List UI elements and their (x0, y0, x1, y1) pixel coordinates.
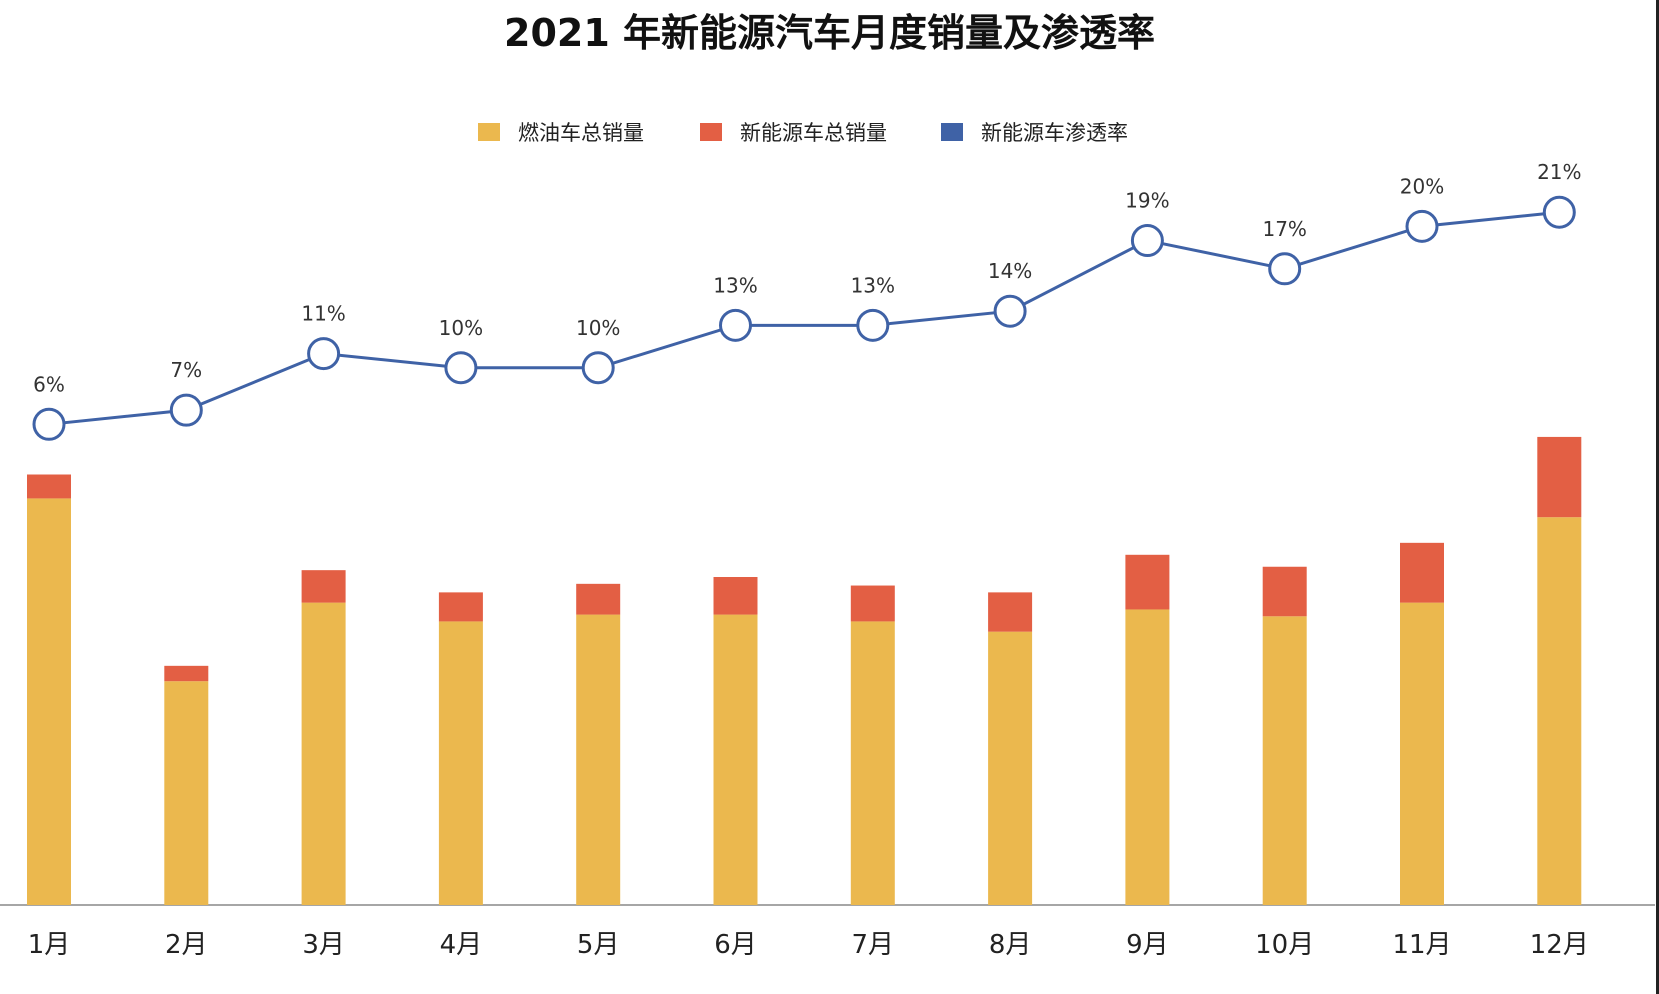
x-tick-label: 12月 (1530, 930, 1589, 960)
x-tick-label: 10月 (1255, 930, 1314, 960)
penetration-point (444, 351, 478, 385)
bar-ice (713, 614, 758, 905)
bar-nev (850, 585, 895, 622)
x-tick-label: 4月 (440, 930, 483, 960)
x-tick-label: 2月 (165, 930, 208, 960)
penetration-point (581, 351, 615, 385)
x-tick-label: 11月 (1392, 930, 1451, 960)
penetration-data-label: 20% (1400, 174, 1444, 198)
x-tick-label: 7月 (852, 930, 895, 960)
bar-nev (27, 474, 71, 499)
bar-nev (1537, 436, 1582, 518)
bar-ice (1125, 609, 1170, 905)
penetration-data-label: 7% (170, 358, 202, 382)
legend-item-nev: 新能源车总销量 (700, 112, 887, 152)
bar-nev (713, 577, 758, 615)
x-tick-label: 1月 (28, 930, 71, 960)
bar-ice (850, 621, 895, 905)
bar-nev (1262, 566, 1307, 617)
penetration-point (169, 393, 203, 427)
x-tick-label: 8月 (989, 930, 1032, 960)
penetration-data-label: 11% (301, 302, 345, 326)
bar-ice (301, 602, 346, 905)
bar-ice (576, 614, 621, 905)
penetration-data-label: 14% (988, 259, 1032, 283)
legend: 燃油车总销量 新能源车总销量 新能源车渗透率 (0, 112, 1659, 152)
penetration-data-label: 10% (439, 316, 483, 340)
x-tick-label: 6月 (714, 930, 757, 960)
x-tick-label: 5月 (577, 930, 620, 960)
penetration-point (1130, 224, 1164, 258)
penetration-data-label: 13% (851, 273, 895, 297)
penetration-point (993, 294, 1027, 328)
legend-label-nev: 新能源车总销量 (740, 121, 887, 145)
penetration-point (32, 407, 66, 441)
penetration-point (1405, 209, 1439, 243)
legend-swatch-ice (478, 123, 500, 141)
penetration-point (719, 308, 752, 342)
frame-edge (1656, 0, 1659, 994)
bar-nev (576, 583, 621, 615)
penetration-point (307, 337, 341, 371)
bar-ice (164, 681, 209, 905)
chart-title: 2021 年新能源汽车月度销量及渗透率 (504, 11, 1155, 55)
legend-item-penetration: 新能源车渗透率 (941, 112, 1128, 152)
bar-nev (988, 592, 1033, 632)
bar-nev (301, 570, 346, 603)
penetration-data-label: 10% (576, 316, 620, 340)
penetration-point (1542, 195, 1576, 229)
bar-nev (1125, 554, 1170, 610)
legend-item-ice: 燃油车总销量 (478, 112, 644, 152)
penetration-data-label: 19% (1125, 189, 1169, 213)
penetration-point (856, 308, 890, 342)
bar-nev (164, 665, 209, 682)
x-tick-label: 9月 (1126, 930, 1169, 960)
penetration-data-label: 17% (1262, 217, 1306, 241)
bar-nev (438, 592, 483, 622)
bar-ice (27, 498, 71, 905)
bar-ice (988, 631, 1033, 905)
legend-label-penetration: 新能源车渗透率 (981, 121, 1128, 145)
bar-ice (1262, 616, 1307, 905)
legend-label-ice: 燃油车总销量 (518, 121, 644, 145)
bar-ice (438, 621, 483, 905)
penetration-data-label: 6% (33, 372, 65, 396)
legend-swatch-nev (700, 123, 722, 141)
penetration-data-label: 21% (1537, 160, 1581, 184)
bar-ice (1537, 517, 1582, 905)
x-tick-label: 3月 (302, 930, 345, 960)
legend-swatch-penetration (941, 123, 963, 141)
bar-nev (1400, 542, 1444, 603)
penetration-point (1268, 252, 1302, 286)
bar-ice (1400, 602, 1444, 905)
penetration-line (48, 210, 1560, 426)
penetration-data-label: 13% (713, 273, 757, 297)
